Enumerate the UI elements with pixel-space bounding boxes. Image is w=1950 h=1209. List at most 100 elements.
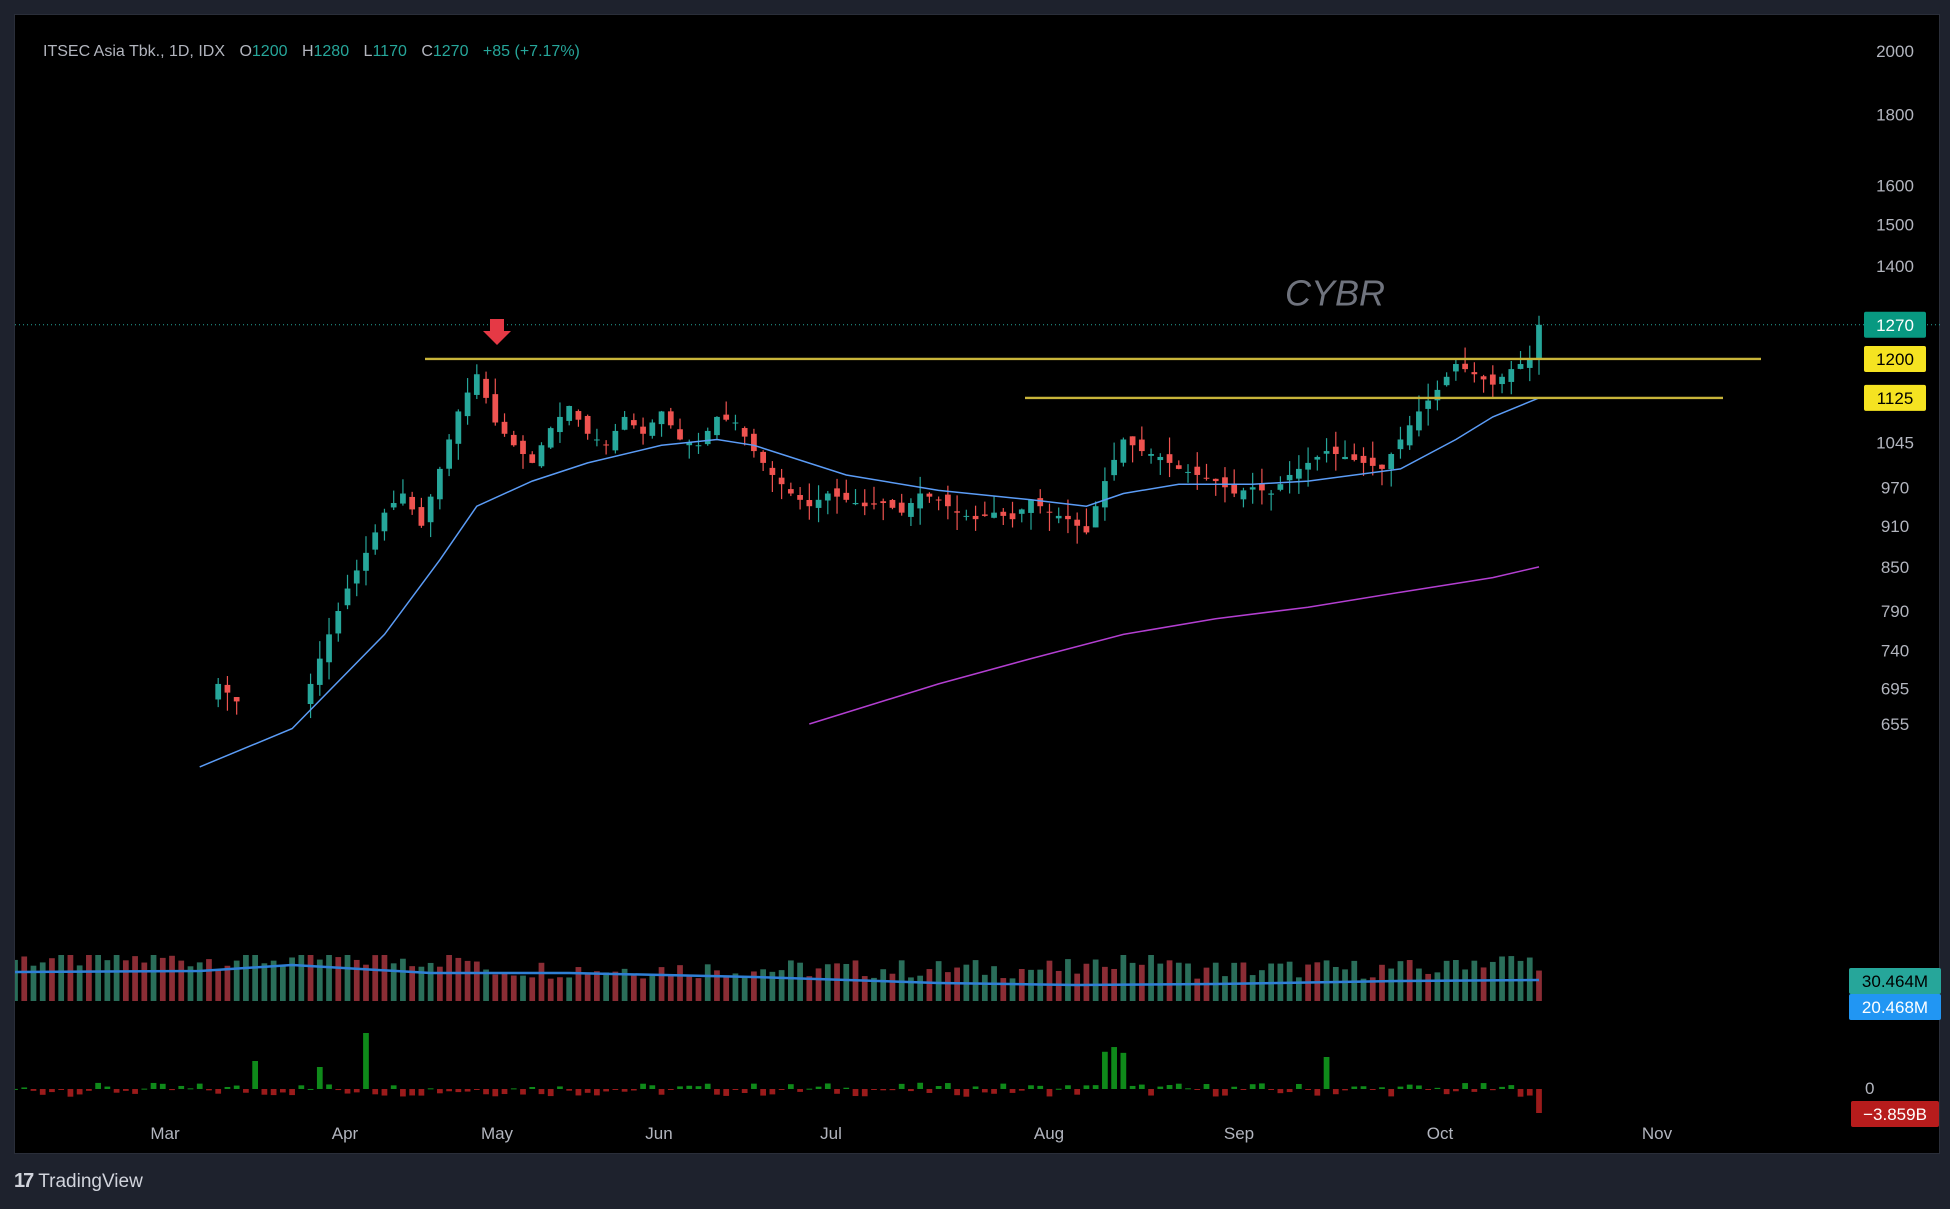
volume-bar [1175, 962, 1182, 1001]
candle-body [584, 415, 591, 434]
volume-bar [1342, 969, 1348, 1001]
level-1125-badge [1864, 384, 1926, 411]
candle-body [1028, 499, 1034, 513]
oscillator-bar [529, 1087, 536, 1089]
oscillator-bar [658, 1089, 665, 1095]
chart-frame[interactable]: CYBR 2000 1800 1600 1500 1400 1045 970 910 850 790… [14, 14, 1941, 1155]
candle-body [1194, 466, 1201, 475]
volume-bar [473, 961, 480, 1001]
candle-body [1536, 324, 1542, 359]
oscillator-bar [1369, 1089, 1376, 1090]
oscillator-bar [1120, 1052, 1127, 1089]
candle-body [566, 405, 573, 421]
volume-bar [538, 962, 545, 1001]
volume-bar [917, 975, 924, 1001]
time-tick-label: Apr [332, 1124, 359, 1143]
candle-body [1526, 358, 1533, 368]
volume-bar [1434, 972, 1441, 1001]
watermark: CYBR [1285, 272, 1385, 313]
candle-body [1416, 411, 1422, 431]
candle-body [1222, 477, 1228, 488]
candle-body [926, 493, 933, 497]
oscillator-bar [418, 1089, 425, 1096]
candle-body [233, 697, 240, 702]
volume-bar [270, 960, 277, 1001]
volume-bar [843, 963, 850, 1001]
candle-body [1175, 465, 1182, 469]
oscillator-bar [1425, 1089, 1432, 1090]
oscillator-bar [1018, 1089, 1025, 1091]
volume-bar [58, 955, 65, 1001]
price-tick-label: 2000 [1876, 42, 1914, 61]
oscillator-bar [95, 1082, 101, 1089]
oscillator-bar [815, 1086, 822, 1089]
last-price-badge [1864, 311, 1926, 338]
candle-body [547, 428, 554, 448]
candle-body [473, 374, 480, 395]
volume-bar [584, 974, 591, 1001]
volume-bar [603, 972, 609, 1001]
brand-name[interactable]: TradingView [38, 1170, 143, 1192]
price-tick-label: 1400 [1876, 257, 1914, 276]
oscillator-bar [455, 1089, 462, 1093]
oscillator-bar [381, 1089, 388, 1096]
oscillator-bar [667, 1089, 674, 1090]
price-tick-label: 1500 [1876, 215, 1914, 234]
volume-bar [289, 957, 295, 1001]
oscillator-bar [1092, 1085, 1099, 1089]
price-chart[interactable]: CYBR 2000 1800 1600 1500 1400 1045 970 910 850 790… [15, 15, 1941, 1155]
tradingview-logo-icon[interactable]: 17 [14, 1170, 34, 1192]
volume-bar [30, 965, 37, 1001]
candle-body [732, 422, 739, 424]
volume-bar [316, 959, 323, 1001]
candle-body [418, 507, 425, 526]
volume-bar [575, 967, 582, 1001]
candle-body [1471, 372, 1478, 375]
oscillator-bar [1517, 1089, 1524, 1097]
oscillator-bar [630, 1089, 637, 1091]
candle-body [787, 489, 794, 494]
oscillator-bar [353, 1089, 360, 1093]
oscillator-bar [714, 1089, 720, 1095]
ema-slow-line [809, 566, 1540, 725]
volume-bar [178, 960, 185, 1001]
candle-body [1342, 456, 1348, 460]
oscillator-bar [723, 1089, 730, 1096]
candle-body [815, 499, 822, 508]
volume-bar [824, 964, 831, 1001]
candle-body [1388, 454, 1395, 470]
candle-body [1499, 376, 1505, 385]
oscillator-bar [787, 1084, 794, 1089]
volume-bar [86, 955, 92, 1001]
candle-body [427, 496, 434, 523]
oscillator-bar [1157, 1086, 1164, 1089]
candle-body [880, 501, 887, 504]
oscillator-bar [196, 1083, 203, 1089]
candle-body [677, 429, 683, 440]
oscillator-bar [640, 1083, 646, 1089]
volume-bar [21, 956, 28, 1001]
volume-bar [1166, 960, 1173, 1001]
candle-body [1092, 506, 1099, 528]
candle-body [1462, 363, 1468, 370]
volume-bar [1499, 956, 1505, 1001]
oscillator-bar [363, 1033, 369, 1089]
oscillator-bar [1175, 1083, 1182, 1089]
candle-body [353, 570, 360, 584]
candle-body [400, 493, 406, 504]
oscillator-bar [86, 1089, 92, 1091]
candle-body [695, 445, 702, 447]
volume-bar [935, 961, 942, 1001]
volume-bar [797, 962, 803, 1001]
oscillator-bar [686, 1085, 693, 1089]
oscillator-bar [483, 1089, 489, 1095]
candle-body [1351, 454, 1358, 460]
oscillator-bar [1471, 1089, 1478, 1092]
volume-bar [446, 955, 452, 1001]
oscillator-bar [741, 1089, 748, 1094]
volume-bar [1074, 973, 1081, 1001]
level-1200-label: 1200 [1876, 350, 1914, 369]
oscillator-bar [58, 1089, 65, 1090]
oscillator-bar [15, 1088, 18, 1090]
candle-body [1009, 513, 1016, 520]
